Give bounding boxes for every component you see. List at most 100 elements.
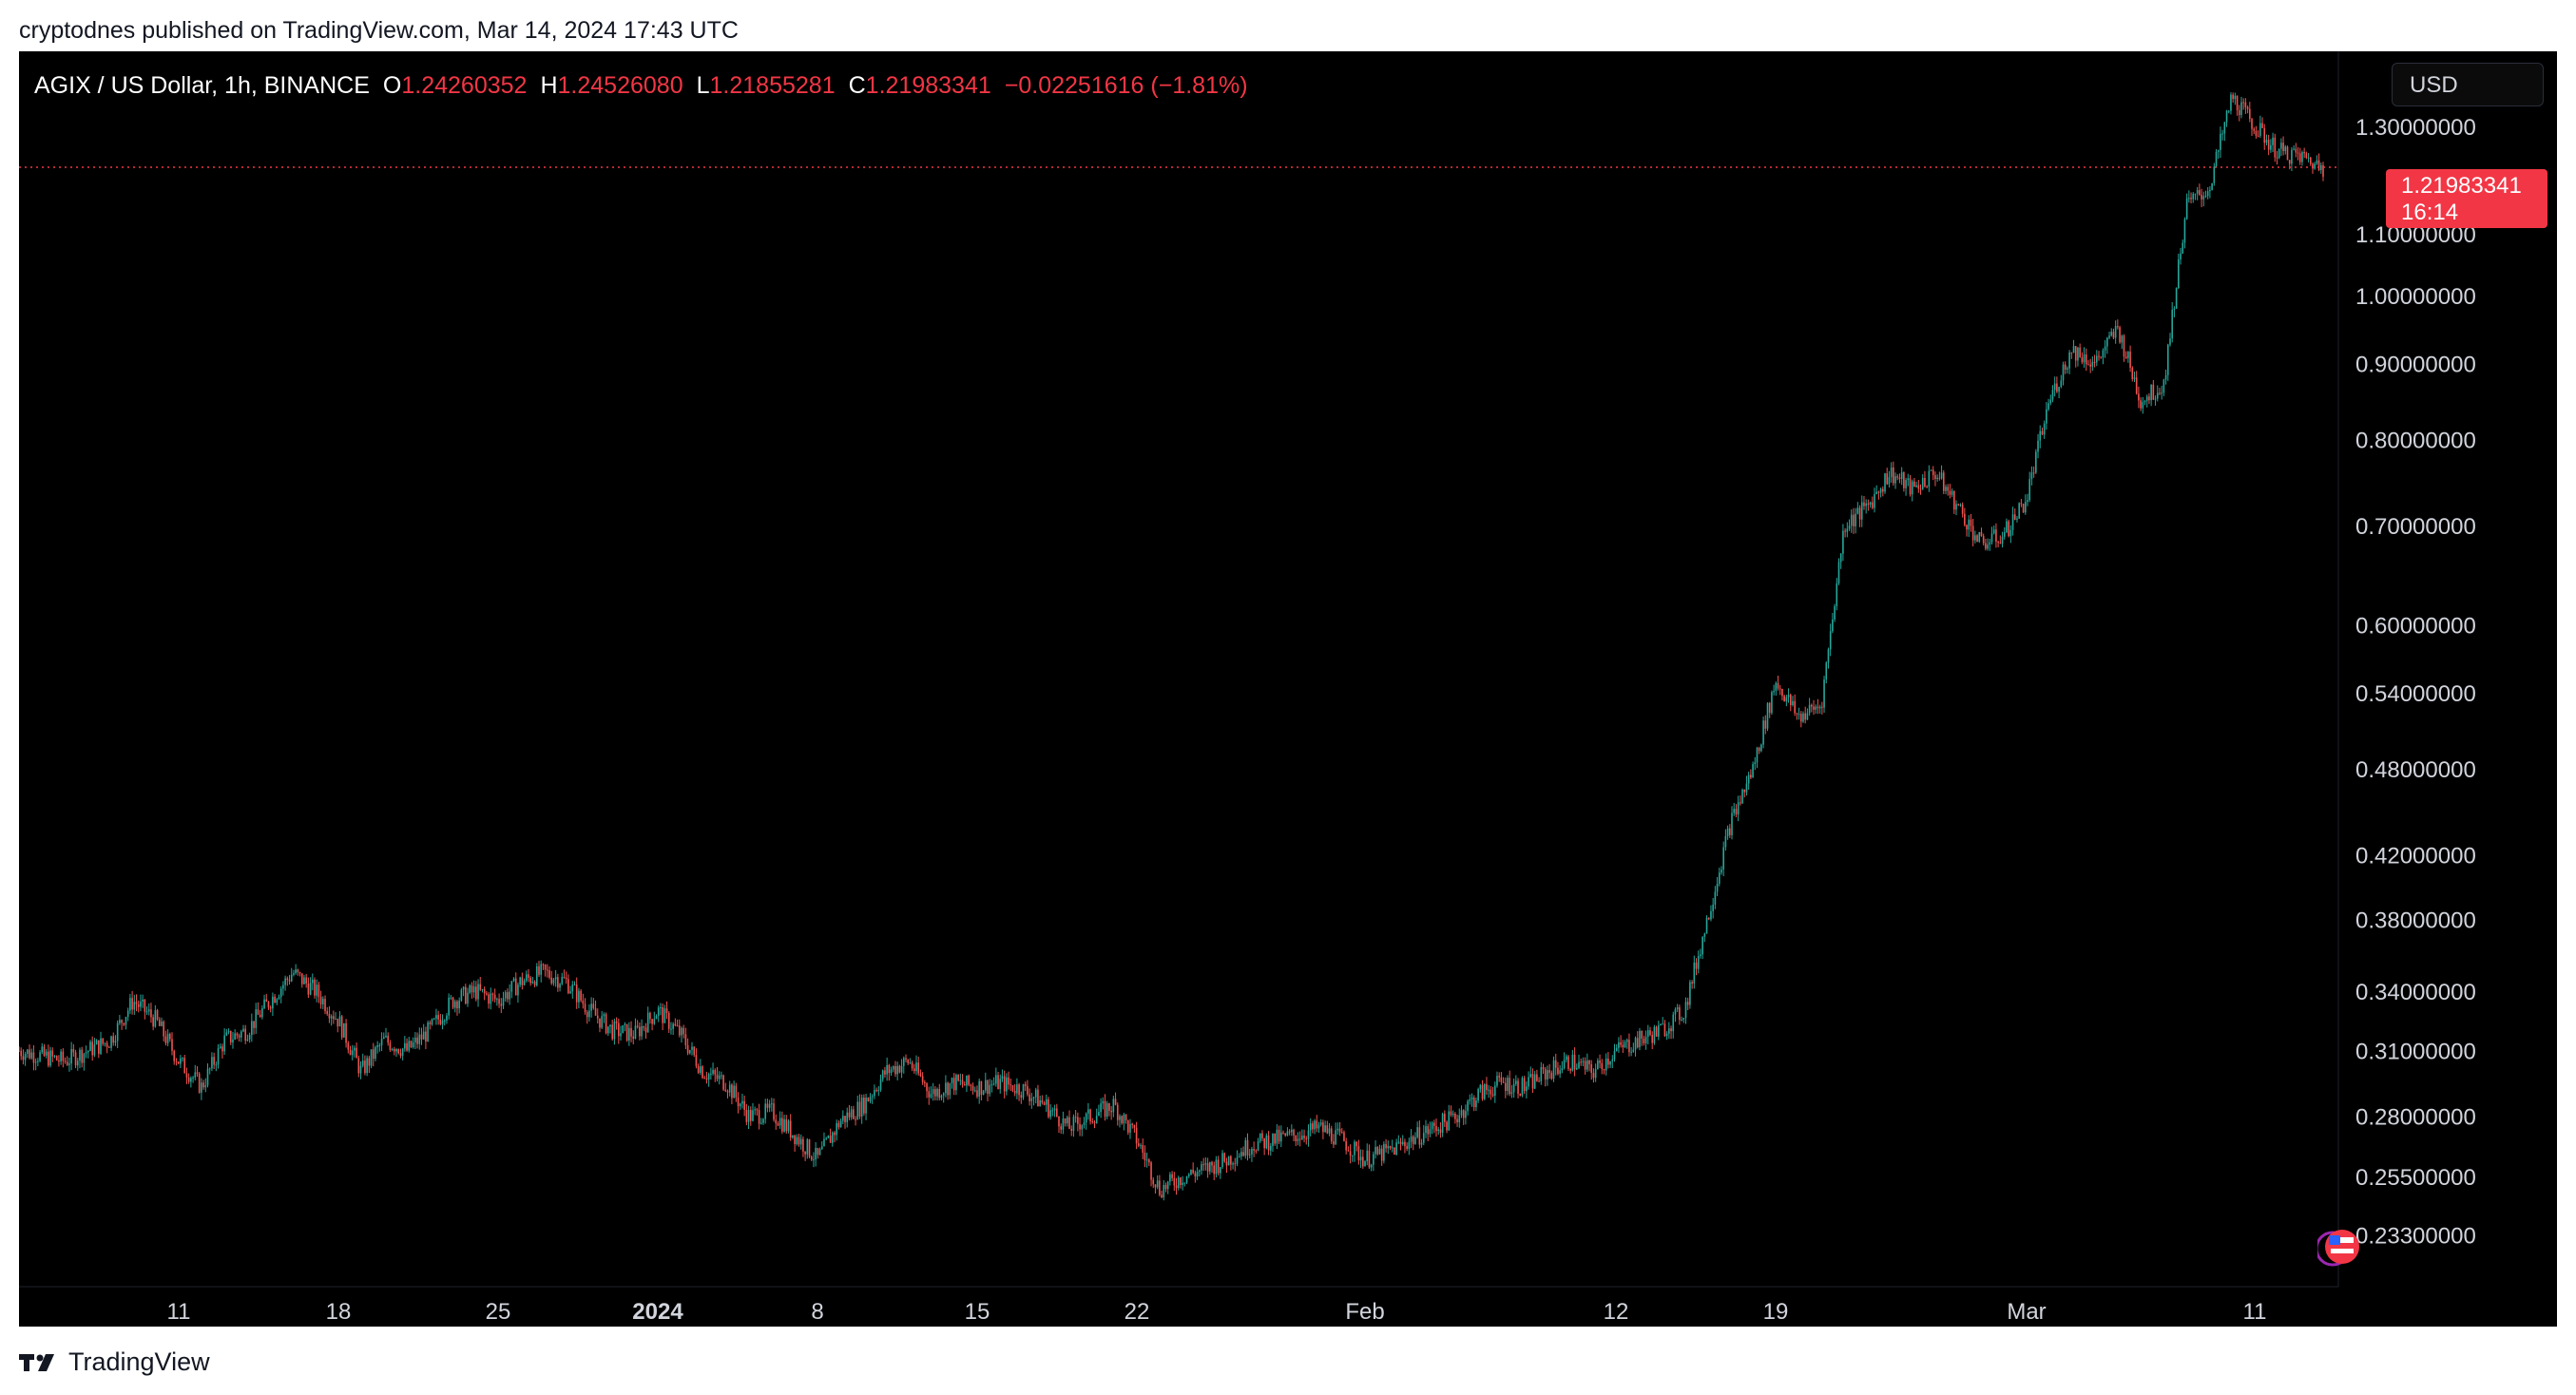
- candle-body: [1804, 713, 1807, 720]
- candle-body: [22, 1056, 25, 1061]
- candle-body: [183, 1058, 186, 1074]
- candle-body: [1016, 1084, 1018, 1094]
- chart-panel[interactable]: 1.30000000 1.10000000 1.00000000 0.90000000…: [19, 51, 2557, 1327]
- candle-body: [215, 1064, 218, 1066]
- candle-body: [2056, 383, 2058, 392]
- candle-body: [490, 993, 492, 1004]
- candle-body: [1808, 704, 1811, 714]
- candle-body: [915, 1062, 917, 1072]
- candle-body: [1917, 485, 1920, 489]
- tradingview-logo-icon[interactable]: [19, 1352, 61, 1373]
- price-chart[interactable]: 1.300000001.100000001.000000000.90000000…: [19, 51, 2557, 1327]
- candle-body: [1990, 533, 1993, 543]
- candle-body: [1095, 1116, 1098, 1123]
- candle-body: [106, 1042, 108, 1047]
- candle-body: [1375, 1146, 1376, 1155]
- candle-body: [2312, 163, 2314, 169]
- candle-body: [2102, 350, 2105, 358]
- candle-body: [1599, 1060, 1601, 1063]
- candle-body: [1634, 1038, 1637, 1050]
- candle-body: [317, 984, 320, 998]
- candle-body: [335, 1018, 336, 1020]
- candle-body: [2190, 198, 2192, 200]
- candle-body: [1049, 1110, 1051, 1118]
- candle-body: [1588, 1060, 1590, 1064]
- candle-body: [1373, 1154, 1375, 1165]
- candle-body: [754, 1109, 756, 1111]
- candle-body: [1198, 1170, 1201, 1173]
- candle-body: [1166, 1181, 1169, 1190]
- candle-body: [1173, 1177, 1176, 1186]
- candle-body: [1416, 1127, 1418, 1137]
- candle-body: [1343, 1132, 1345, 1141]
- candle-body: [966, 1075, 968, 1086]
- candle-body: [298, 972, 301, 974]
- candle-body: [1022, 1083, 1025, 1099]
- candle-body: [896, 1065, 898, 1075]
- candle-body: [85, 1052, 87, 1054]
- candle-body: [311, 979, 314, 984]
- candle-body: [93, 1044, 96, 1056]
- candle-body: [798, 1137, 800, 1145]
- candle-body: [1349, 1151, 1352, 1156]
- candle-body: [1422, 1133, 1425, 1143]
- published-caption: cryptodnes published on TradingView.com,…: [19, 17, 739, 44]
- candle-body: [907, 1060, 909, 1063]
- candle-body: [1121, 1116, 1123, 1124]
- candle-body: [1850, 514, 1853, 526]
- candle-body: [628, 1027, 630, 1041]
- candle-body: [1618, 1041, 1620, 1048]
- candle-body: [1493, 1085, 1496, 1096]
- candle-body: [1045, 1099, 1048, 1105]
- candle-body: [653, 1019, 656, 1024]
- candle-body: [1592, 1073, 1595, 1079]
- candle-body: [1605, 1058, 1607, 1071]
- candle-body: [1003, 1076, 1006, 1092]
- candle-body: [1238, 1156, 1240, 1158]
- candle-body: [1970, 519, 1972, 526]
- candle-body: [573, 984, 576, 986]
- candle-body: [1825, 662, 1828, 680]
- candle-body: [2064, 364, 2067, 370]
- us-flag-icon[interactable]: [2315, 1228, 2359, 1270]
- candle-body: [2062, 364, 2065, 381]
- candle-body: [1797, 714, 1800, 716]
- footer-brand[interactable]: TradingView: [68, 1347, 210, 1376]
- candle-body: [1295, 1135, 1298, 1141]
- candle-body: [2016, 518, 2018, 520]
- candle-body: [649, 1012, 651, 1020]
- candle-body: [735, 1085, 738, 1098]
- open-value: 1.24260352: [401, 72, 528, 99]
- candle-body: [1961, 505, 1964, 514]
- candle-body: [202, 1082, 204, 1088]
- y-tick-label: 0.54000000: [2355, 681, 2476, 707]
- candle-body: [361, 1061, 364, 1066]
- symbol-label[interactable]: AGIX / US Dollar, 1h, BINANCE: [34, 72, 370, 99]
- candle-body: [802, 1138, 804, 1152]
- candle-body: [630, 1027, 632, 1037]
- candle-body: [1676, 1007, 1679, 1010]
- candle-body: [1624, 1041, 1626, 1048]
- candle-body: [2164, 374, 2167, 380]
- candle-body: [1183, 1182, 1186, 1184]
- candle-body: [1259, 1133, 1261, 1141]
- candle-body: [865, 1098, 867, 1114]
- candle-body: [1980, 531, 1983, 537]
- currency-button[interactable]: USD: [2392, 63, 2544, 106]
- candle-body: [1148, 1159, 1150, 1163]
- candle-body: [1515, 1080, 1517, 1084]
- candle-body: [1387, 1146, 1390, 1149]
- candle-body: [606, 1026, 609, 1034]
- candle-body: [1740, 802, 1741, 804]
- candle-body: [938, 1088, 941, 1099]
- candle-body: [290, 974, 293, 982]
- x-tick-label: 8: [811, 1299, 823, 1325]
- candle-body: [1607, 1058, 1609, 1065]
- candle-body: [563, 976, 566, 979]
- candle-body: [1161, 1194, 1163, 1198]
- candle-body: [644, 1027, 647, 1033]
- candle-body: [1781, 688, 1783, 697]
- candle-body: [427, 1022, 429, 1042]
- candle-body: [1821, 706, 1823, 708]
- candle-body: [613, 1021, 616, 1040]
